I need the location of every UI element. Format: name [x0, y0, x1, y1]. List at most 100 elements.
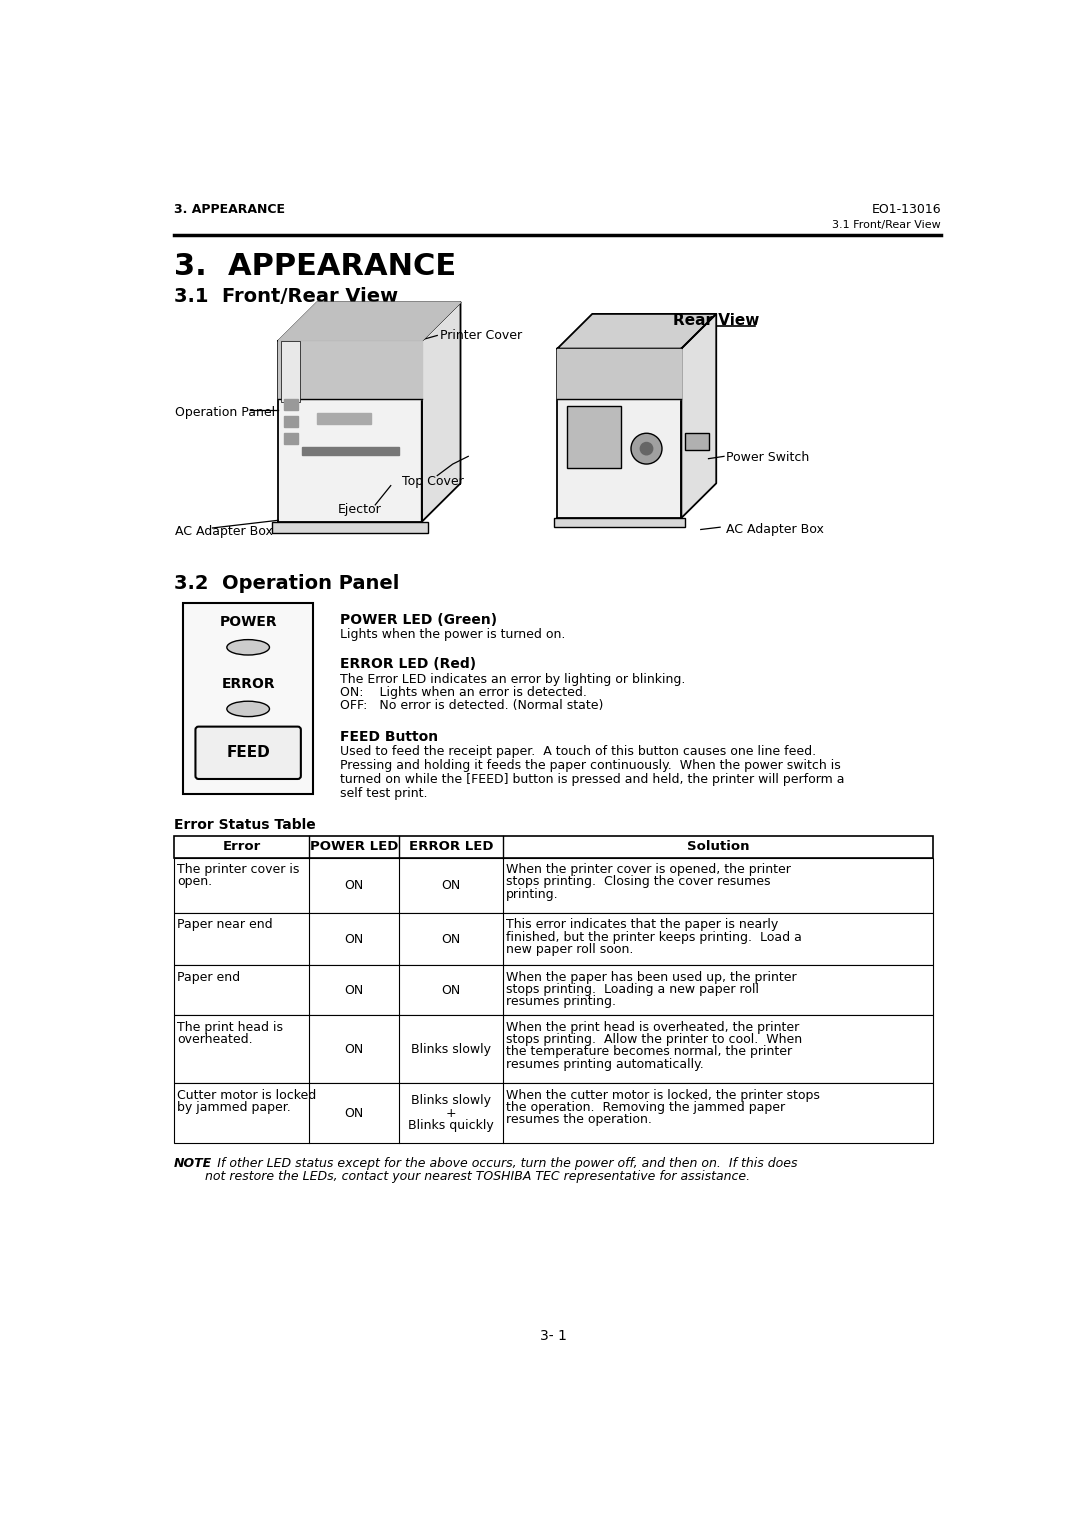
Text: by jammed paper.: by jammed paper. [177, 1101, 291, 1113]
Text: POWER: POWER [219, 615, 276, 628]
Bar [183, 602, 313, 793]
Text: Solution: Solution [687, 840, 750, 854]
Text: Error: Error [222, 840, 260, 854]
Text: the temperature becomes normal, the printer: the temperature becomes normal, the prin… [507, 1046, 793, 1058]
Text: Used to feed the receipt paper.  A touch of this button causes one line feed.: Used to feed the receipt paper. A touch … [340, 746, 816, 758]
Bar [318, 413, 372, 424]
Text: The Error LED indicates an error by lighting or blinking.: The Error LED indicates an error by ligh… [340, 673, 686, 686]
Text: new paper roll soon.: new paper roll soon. [507, 942, 634, 956]
Text: ON: ON [442, 984, 460, 997]
Bar [554, 518, 685, 528]
Text: printing.: printing. [507, 888, 558, 901]
Text: Pressing and holding it feeds the paper continuously.  When the power switch is: Pressing and holding it feeds the paper … [340, 759, 841, 772]
Text: Blinks slowly: Blinks slowly [410, 1043, 490, 1055]
Text: Ejector: Ejector [338, 503, 381, 515]
Text: ON: ON [345, 878, 364, 892]
Bar [685, 433, 708, 450]
Text: stops printing.  Closing the cover resumes: stops printing. Closing the cover resume… [507, 875, 771, 888]
Text: Lights when the power is turned on.: Lights when the power is turned on. [340, 628, 566, 640]
Text: ERROR: ERROR [221, 677, 275, 691]
Text: 3.1 Front/Rear View: 3.1 Front/Rear View [833, 220, 941, 230]
Text: ON: ON [345, 933, 364, 946]
Text: :  If other LED status except for the above occurs, turn the power off, and then: : If other LED status except for the abo… [205, 1157, 797, 1170]
Text: Error Status Table: Error Status Table [174, 819, 315, 833]
Text: self test print.: self test print. [340, 787, 428, 799]
Text: Front View: Front View [314, 313, 406, 328]
Ellipse shape [227, 639, 270, 656]
Text: 3. APPEARANCE: 3. APPEARANCE [174, 203, 285, 217]
Text: resumes printing automatically.: resumes printing automatically. [507, 1058, 704, 1071]
Text: AC Adapter Box: AC Adapter Box [175, 525, 273, 537]
Bar [174, 913, 933, 965]
Text: resumes printing.: resumes printing. [507, 996, 617, 1008]
Text: overheated.: overheated. [177, 1032, 253, 1046]
Bar [284, 400, 298, 410]
Polygon shape [279, 342, 422, 398]
Text: Operation Panel: Operation Panel [175, 406, 275, 419]
Text: Paper end: Paper end [177, 971, 240, 984]
Polygon shape [557, 349, 681, 518]
Text: This error indicates that the paper is nearly: This error indicates that the paper is n… [507, 918, 779, 932]
Text: EO1-13016: EO1-13016 [872, 203, 941, 217]
Bar [174, 836, 933, 857]
Text: 3.2  Operation Panel: 3.2 Operation Panel [174, 573, 400, 593]
Text: stops printing.  Allow the printer to cool.  When: stops printing. Allow the printer to coo… [507, 1032, 802, 1046]
Circle shape [640, 442, 652, 454]
Text: POWER LED: POWER LED [310, 840, 399, 854]
Polygon shape [279, 302, 460, 342]
Polygon shape [557, 314, 716, 349]
Bar [301, 447, 399, 454]
Polygon shape [422, 302, 460, 522]
Text: When the printer cover is opened, the printer: When the printer cover is opened, the pr… [507, 863, 791, 875]
Text: Rear View: Rear View [673, 313, 759, 328]
Text: Cutter motor is locked: Cutter motor is locked [177, 1089, 316, 1101]
Bar [284, 416, 298, 427]
Ellipse shape [227, 702, 270, 717]
Text: 3- 1: 3- 1 [540, 1330, 567, 1344]
Text: ON: ON [345, 1043, 364, 1055]
Text: The printer cover is: The printer cover is [177, 863, 299, 875]
Polygon shape [681, 314, 716, 518]
Text: FEED Button: FEED Button [340, 729, 438, 744]
Text: When the paper has been used up, the printer: When the paper has been used up, the pri… [507, 971, 797, 984]
Text: ERROR LED: ERROR LED [408, 840, 494, 854]
Text: ON: ON [345, 984, 364, 997]
Bar [567, 406, 621, 468]
Circle shape [631, 433, 662, 464]
Text: Printer Cover: Printer Cover [440, 329, 522, 342]
Text: When the cutter motor is locked, the printer stops: When the cutter motor is locked, the pri… [507, 1089, 820, 1101]
Text: ON: ON [345, 1107, 364, 1119]
Text: resumes the operation.: resumes the operation. [507, 1113, 652, 1125]
Text: Paper near end: Paper near end [177, 918, 272, 932]
Text: 3.1  Front/Rear View: 3.1 Front/Rear View [174, 287, 397, 307]
Text: open.: open. [177, 875, 212, 888]
Text: 3.  APPEARANCE: 3. APPEARANCE [174, 252, 456, 281]
Text: Power Switch: Power Switch [727, 450, 810, 464]
Text: the operation.  Removing the jammed paper: the operation. Removing the jammed paper [507, 1101, 785, 1113]
Text: ON:    Lights when an error is detected.: ON: Lights when an error is detected. [340, 686, 588, 698]
Text: turned on while the [FEED] button is pressed and held, the printer will perform : turned on while the [FEED] button is pre… [340, 773, 845, 785]
Text: AC Adapter Box: AC Adapter Box [727, 523, 824, 535]
Text: Blinks quickly: Blinks quickly [408, 1119, 494, 1132]
Bar [284, 433, 298, 444]
Text: stops printing.  Loading a new paper roll: stops printing. Loading a new paper roll [507, 984, 759, 996]
Text: ON: ON [442, 933, 460, 946]
Bar [174, 1083, 933, 1144]
Text: The print head is: The print head is [177, 1020, 283, 1034]
Text: Top Cover: Top Cover [403, 476, 464, 488]
Text: OFF:   No error is detected. (Normal state): OFF: No error is detected. (Normal state… [340, 698, 604, 712]
Polygon shape [279, 342, 422, 522]
Text: not restore the LEDs, contact your nearest TOSHIBA TEC representative for assist: not restore the LEDs, contact your neare… [205, 1170, 750, 1183]
Bar [174, 857, 933, 913]
Bar [174, 965, 933, 1016]
Text: ERROR LED (Red): ERROR LED (Red) [340, 657, 476, 671]
Text: When the print head is overheated, the printer: When the print head is overheated, the p… [507, 1020, 799, 1034]
Bar [272, 522, 428, 534]
Bar [174, 1016, 933, 1083]
Text: NOTE: NOTE [174, 1157, 212, 1170]
Text: +: + [446, 1107, 456, 1119]
Text: POWER LED (Green): POWER LED (Green) [340, 613, 498, 627]
Text: ON: ON [442, 878, 460, 892]
Text: Blinks slowly: Blinks slowly [410, 1095, 490, 1107]
FancyBboxPatch shape [195, 726, 301, 779]
